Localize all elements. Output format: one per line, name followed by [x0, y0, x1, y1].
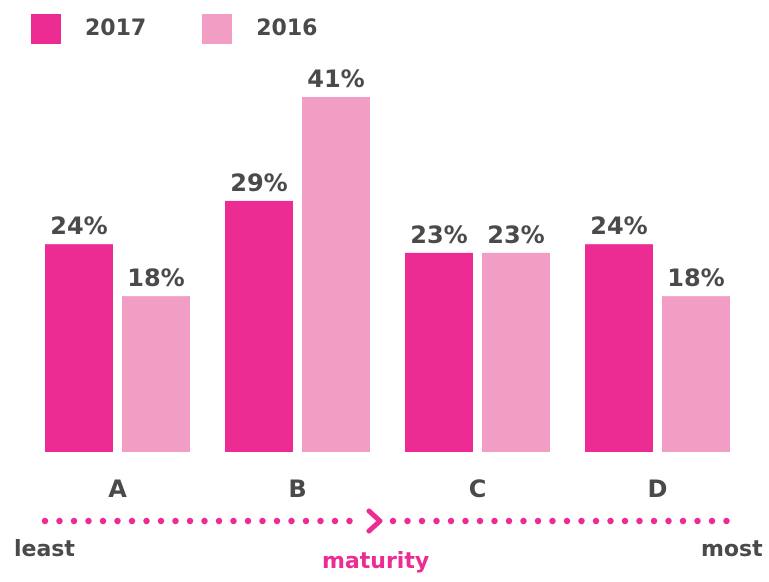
value-label-2017-C: 23% — [410, 221, 467, 249]
category-label-B: B — [288, 475, 306, 503]
bar-2017-A — [45, 244, 113, 452]
axis-center-label: maturity — [322, 549, 430, 574]
value-label-2017-B: 29% — [230, 169, 287, 197]
bar-2017-B — [225, 200, 293, 452]
value-label-2016-D: 18% — [667, 264, 724, 292]
category-label-C: C — [469, 475, 487, 503]
bar-2016-B — [302, 97, 370, 452]
legend-item-2016: 2016 — [202, 14, 317, 44]
bar-2017-D — [585, 244, 653, 452]
chevron-right-icon — [366, 508, 383, 534]
maturity-axis-dots — [41, 517, 730, 525]
value-label-2017-A: 24% — [50, 212, 107, 240]
bar-2017-C — [405, 252, 473, 452]
legend-item-2017: 2017 — [31, 14, 146, 44]
legend-swatch-2016 — [202, 14, 233, 44]
value-label-2017-D: 24% — [590, 212, 647, 240]
bar-2016-D — [662, 296, 730, 452]
axis-right-label: most — [701, 537, 763, 562]
legend-label-2017: 2017 — [85, 16, 147, 41]
category-label-D: D — [648, 475, 668, 503]
category-label-A: A — [108, 475, 127, 503]
bar-2016-A — [122, 296, 190, 452]
legend: 2017 2016 — [31, 14, 373, 44]
value-label-2016-B: 41% — [307, 65, 364, 93]
value-label-2016-A: 18% — [127, 264, 184, 292]
legend-label-2016: 2016 — [256, 16, 318, 41]
value-label-2016-C: 23% — [487, 221, 544, 249]
legend-swatch-2017 — [31, 14, 61, 44]
bar-2016-C — [482, 252, 550, 452]
axis-left-label: least — [14, 537, 75, 562]
